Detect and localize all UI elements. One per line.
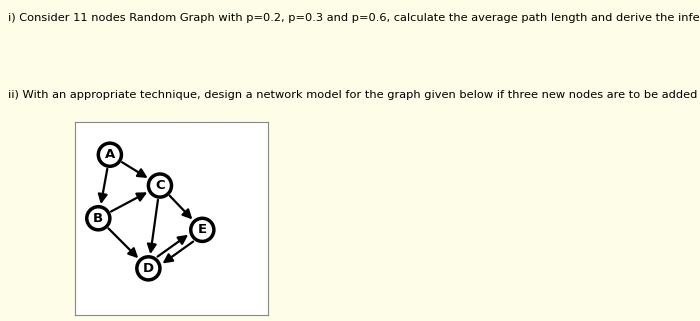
Circle shape [98, 143, 121, 166]
Text: A: A [105, 148, 115, 161]
Text: E: E [198, 223, 207, 236]
Circle shape [87, 207, 110, 230]
Text: i) Consider 11 nodes Random Graph with p=0.2, p=0.3 and p=0.6, calculate the ave: i) Consider 11 nodes Random Graph with p… [8, 13, 700, 23]
Text: D: D [143, 262, 154, 275]
Circle shape [148, 174, 172, 197]
Text: B: B [93, 212, 104, 225]
Circle shape [191, 218, 214, 241]
Circle shape [136, 257, 160, 280]
Text: ii) With an appropriate technique, design a network model for the graph given be: ii) With an appropriate technique, desig… [8, 90, 700, 100]
Text: C: C [155, 179, 164, 192]
